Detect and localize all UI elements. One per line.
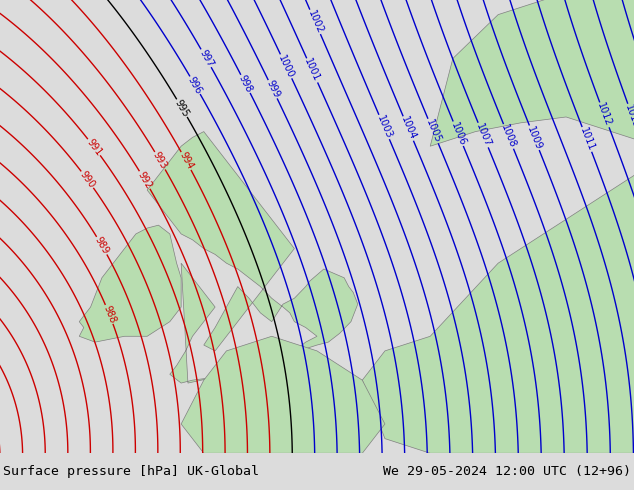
Text: 994: 994 — [178, 150, 195, 172]
Text: 1003: 1003 — [375, 114, 394, 140]
Text: 993: 993 — [151, 150, 169, 171]
Text: Surface pressure [hPa] UK-Global: Surface pressure [hPa] UK-Global — [3, 465, 259, 478]
Text: 1013: 1013 — [623, 103, 634, 129]
Text: 1004: 1004 — [399, 115, 418, 142]
Text: 1012: 1012 — [595, 101, 613, 128]
Text: 1009: 1009 — [525, 124, 543, 151]
Text: 988: 988 — [101, 304, 117, 325]
Text: 1001: 1001 — [302, 57, 321, 84]
Text: 996: 996 — [186, 75, 204, 96]
Text: 991: 991 — [84, 137, 103, 158]
Text: 1000: 1000 — [276, 53, 296, 79]
Polygon shape — [181, 336, 385, 453]
Polygon shape — [147, 132, 358, 383]
Text: 998: 998 — [237, 74, 254, 94]
Polygon shape — [79, 225, 181, 342]
Text: 1007: 1007 — [474, 122, 493, 148]
Text: 999: 999 — [264, 79, 281, 99]
Text: 1005: 1005 — [424, 118, 443, 145]
Text: 997: 997 — [197, 48, 215, 69]
Text: 992: 992 — [136, 170, 154, 191]
Text: 1008: 1008 — [499, 123, 518, 149]
Text: 1002: 1002 — [306, 8, 325, 35]
Text: 995: 995 — [173, 98, 191, 119]
Text: We 29-05-2024 12:00 UTC (12+96): We 29-05-2024 12:00 UTC (12+96) — [383, 465, 631, 478]
Polygon shape — [362, 146, 634, 453]
Polygon shape — [430, 0, 634, 146]
Text: 1006: 1006 — [449, 121, 467, 147]
Text: 990: 990 — [78, 169, 97, 190]
Text: 1011: 1011 — [578, 126, 596, 153]
Text: 989: 989 — [93, 235, 111, 256]
